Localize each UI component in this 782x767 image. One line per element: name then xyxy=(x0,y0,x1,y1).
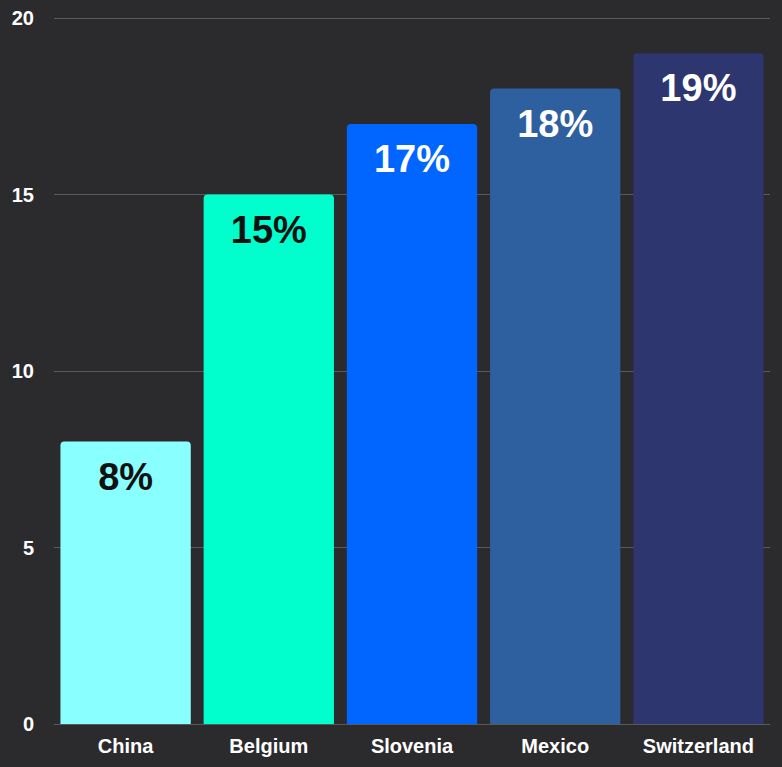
svg-text:15%: 15% xyxy=(231,209,307,251)
svg-text:0: 0 xyxy=(23,713,34,735)
svg-text:10: 10 xyxy=(12,360,34,382)
svg-text:China: China xyxy=(98,735,154,757)
svg-text:15: 15 xyxy=(12,184,34,206)
svg-text:18%: 18% xyxy=(517,103,593,145)
svg-text:Slovenia: Slovenia xyxy=(371,735,454,757)
svg-text:Mexico: Mexico xyxy=(521,735,589,757)
svg-text:5: 5 xyxy=(23,537,34,559)
svg-text:Switzerland: Switzerland xyxy=(643,735,754,757)
svg-text:20: 20 xyxy=(12,7,34,29)
svg-text:Belgium: Belgium xyxy=(229,735,308,757)
svg-text:19%: 19% xyxy=(660,67,736,109)
svg-text:17%: 17% xyxy=(374,138,450,180)
svg-text:8%: 8% xyxy=(98,456,153,498)
